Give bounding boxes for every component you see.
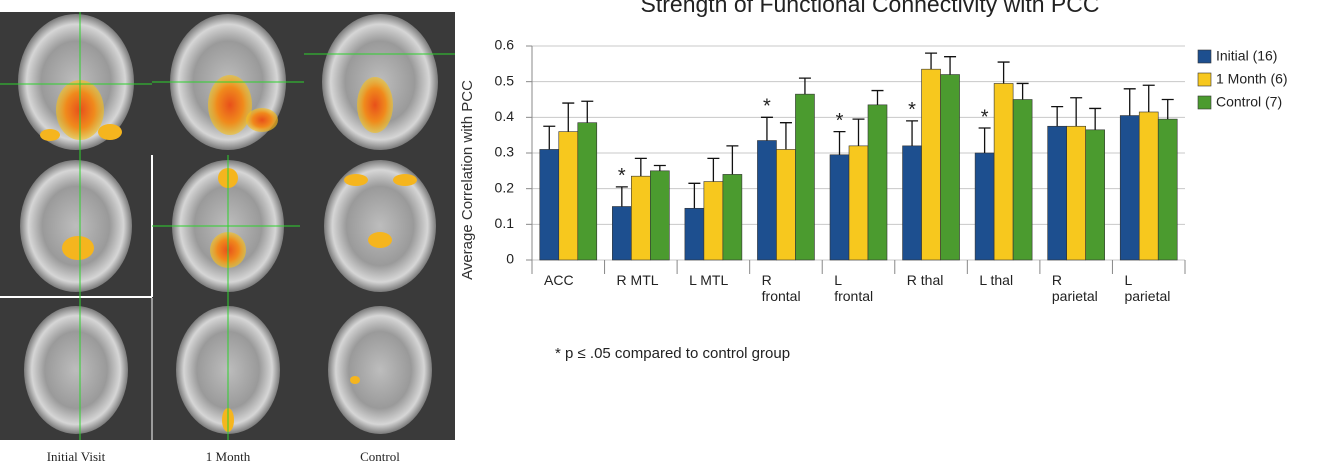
error-bar bbox=[906, 121, 918, 146]
bar bbox=[994, 83, 1013, 260]
bar bbox=[1067, 126, 1086, 260]
significance-marker: * bbox=[618, 165, 626, 187]
significance-marker: * bbox=[763, 96, 771, 118]
error-bar bbox=[944, 57, 956, 75]
legend-swatch bbox=[1198, 50, 1211, 63]
bar bbox=[757, 141, 776, 260]
error-bar bbox=[616, 187, 628, 207]
error-bar bbox=[1089, 108, 1101, 129]
significance-marker: * bbox=[981, 106, 989, 128]
y-tick-label: 0.3 bbox=[495, 144, 515, 160]
error-bar bbox=[543, 126, 555, 149]
x-tick-label: L frontal bbox=[834, 272, 882, 304]
bar bbox=[868, 105, 887, 260]
error-bar bbox=[635, 158, 647, 176]
error-bar bbox=[654, 165, 666, 170]
error-bar bbox=[979, 128, 991, 153]
bar bbox=[941, 75, 960, 260]
bar bbox=[650, 171, 669, 260]
x-tick-label: R frontal bbox=[762, 272, 810, 304]
significance-marker: * bbox=[908, 99, 916, 121]
bar bbox=[849, 146, 868, 260]
legend-swatch bbox=[1198, 73, 1211, 86]
bar bbox=[612, 207, 631, 261]
bar bbox=[1120, 116, 1139, 260]
bar bbox=[578, 123, 597, 260]
error-bar bbox=[834, 132, 846, 155]
bar bbox=[776, 149, 795, 260]
bar bbox=[631, 176, 650, 260]
y-axis-label: Average Correlation with PCC bbox=[459, 80, 476, 280]
x-tick-label: R parietal bbox=[1052, 272, 1100, 304]
legend-label: 1 Month (6) bbox=[1216, 71, 1288, 87]
bar bbox=[1048, 126, 1067, 260]
bar bbox=[795, 94, 814, 260]
error-bar bbox=[688, 183, 700, 208]
x-tick-label: L parietal bbox=[1124, 272, 1172, 304]
error-bar bbox=[799, 78, 811, 94]
bar bbox=[1158, 119, 1177, 260]
x-tick-label: R MTL bbox=[617, 272, 665, 288]
legend-label: Initial (16) bbox=[1216, 48, 1277, 64]
chart-title: Strength of Functional Connectivity with… bbox=[641, 0, 1100, 17]
x-tick-label: ACC bbox=[544, 272, 592, 288]
error-bar bbox=[853, 119, 865, 146]
error-bar bbox=[1143, 85, 1155, 112]
bar bbox=[723, 174, 742, 260]
bar bbox=[685, 208, 704, 260]
error-bar bbox=[761, 117, 773, 140]
y-tick-label: 0.1 bbox=[495, 215, 515, 231]
legend-label: Control (7) bbox=[1216, 94, 1282, 110]
bar bbox=[704, 182, 723, 260]
x-tick-label: L thal bbox=[979, 272, 1027, 288]
y-tick-label: 0.5 bbox=[495, 72, 515, 88]
bar bbox=[540, 149, 559, 260]
error-bar bbox=[780, 123, 792, 150]
y-tick-label: 0.4 bbox=[495, 108, 515, 124]
error-bar bbox=[581, 101, 593, 122]
bar bbox=[1013, 100, 1032, 261]
bar bbox=[830, 155, 849, 260]
y-tick-label: 0 bbox=[506, 251, 514, 267]
error-bar bbox=[925, 53, 937, 69]
significance-marker: * bbox=[836, 110, 844, 132]
bar bbox=[975, 153, 994, 260]
error-bar bbox=[726, 146, 738, 175]
chart: Strength of Functional Connectivity with… bbox=[0, 0, 1340, 466]
y-tick-label: 0.6 bbox=[495, 37, 515, 53]
legend-swatch bbox=[1198, 96, 1211, 109]
page: {"chart_data": {"type": "bar", "title": … bbox=[0, 0, 1340, 466]
error-bar bbox=[998, 62, 1010, 83]
bar bbox=[1139, 112, 1158, 260]
bar bbox=[1086, 130, 1105, 260]
x-tick-label: L MTL bbox=[689, 272, 737, 288]
y-tick-label: 0.2 bbox=[495, 179, 515, 195]
error-bar bbox=[1070, 98, 1082, 127]
error-bar bbox=[1017, 83, 1029, 99]
x-tick-label: R thal bbox=[907, 272, 955, 288]
error-bar bbox=[1124, 89, 1136, 116]
error-bar bbox=[1051, 107, 1063, 127]
bar bbox=[559, 132, 578, 260]
error-bar bbox=[1162, 100, 1174, 120]
bar bbox=[903, 146, 922, 260]
error-bar bbox=[872, 91, 884, 105]
footnote: * p ≤ .05 compared to control group bbox=[555, 345, 790, 362]
bar bbox=[922, 69, 941, 260]
error-bar bbox=[707, 158, 719, 181]
